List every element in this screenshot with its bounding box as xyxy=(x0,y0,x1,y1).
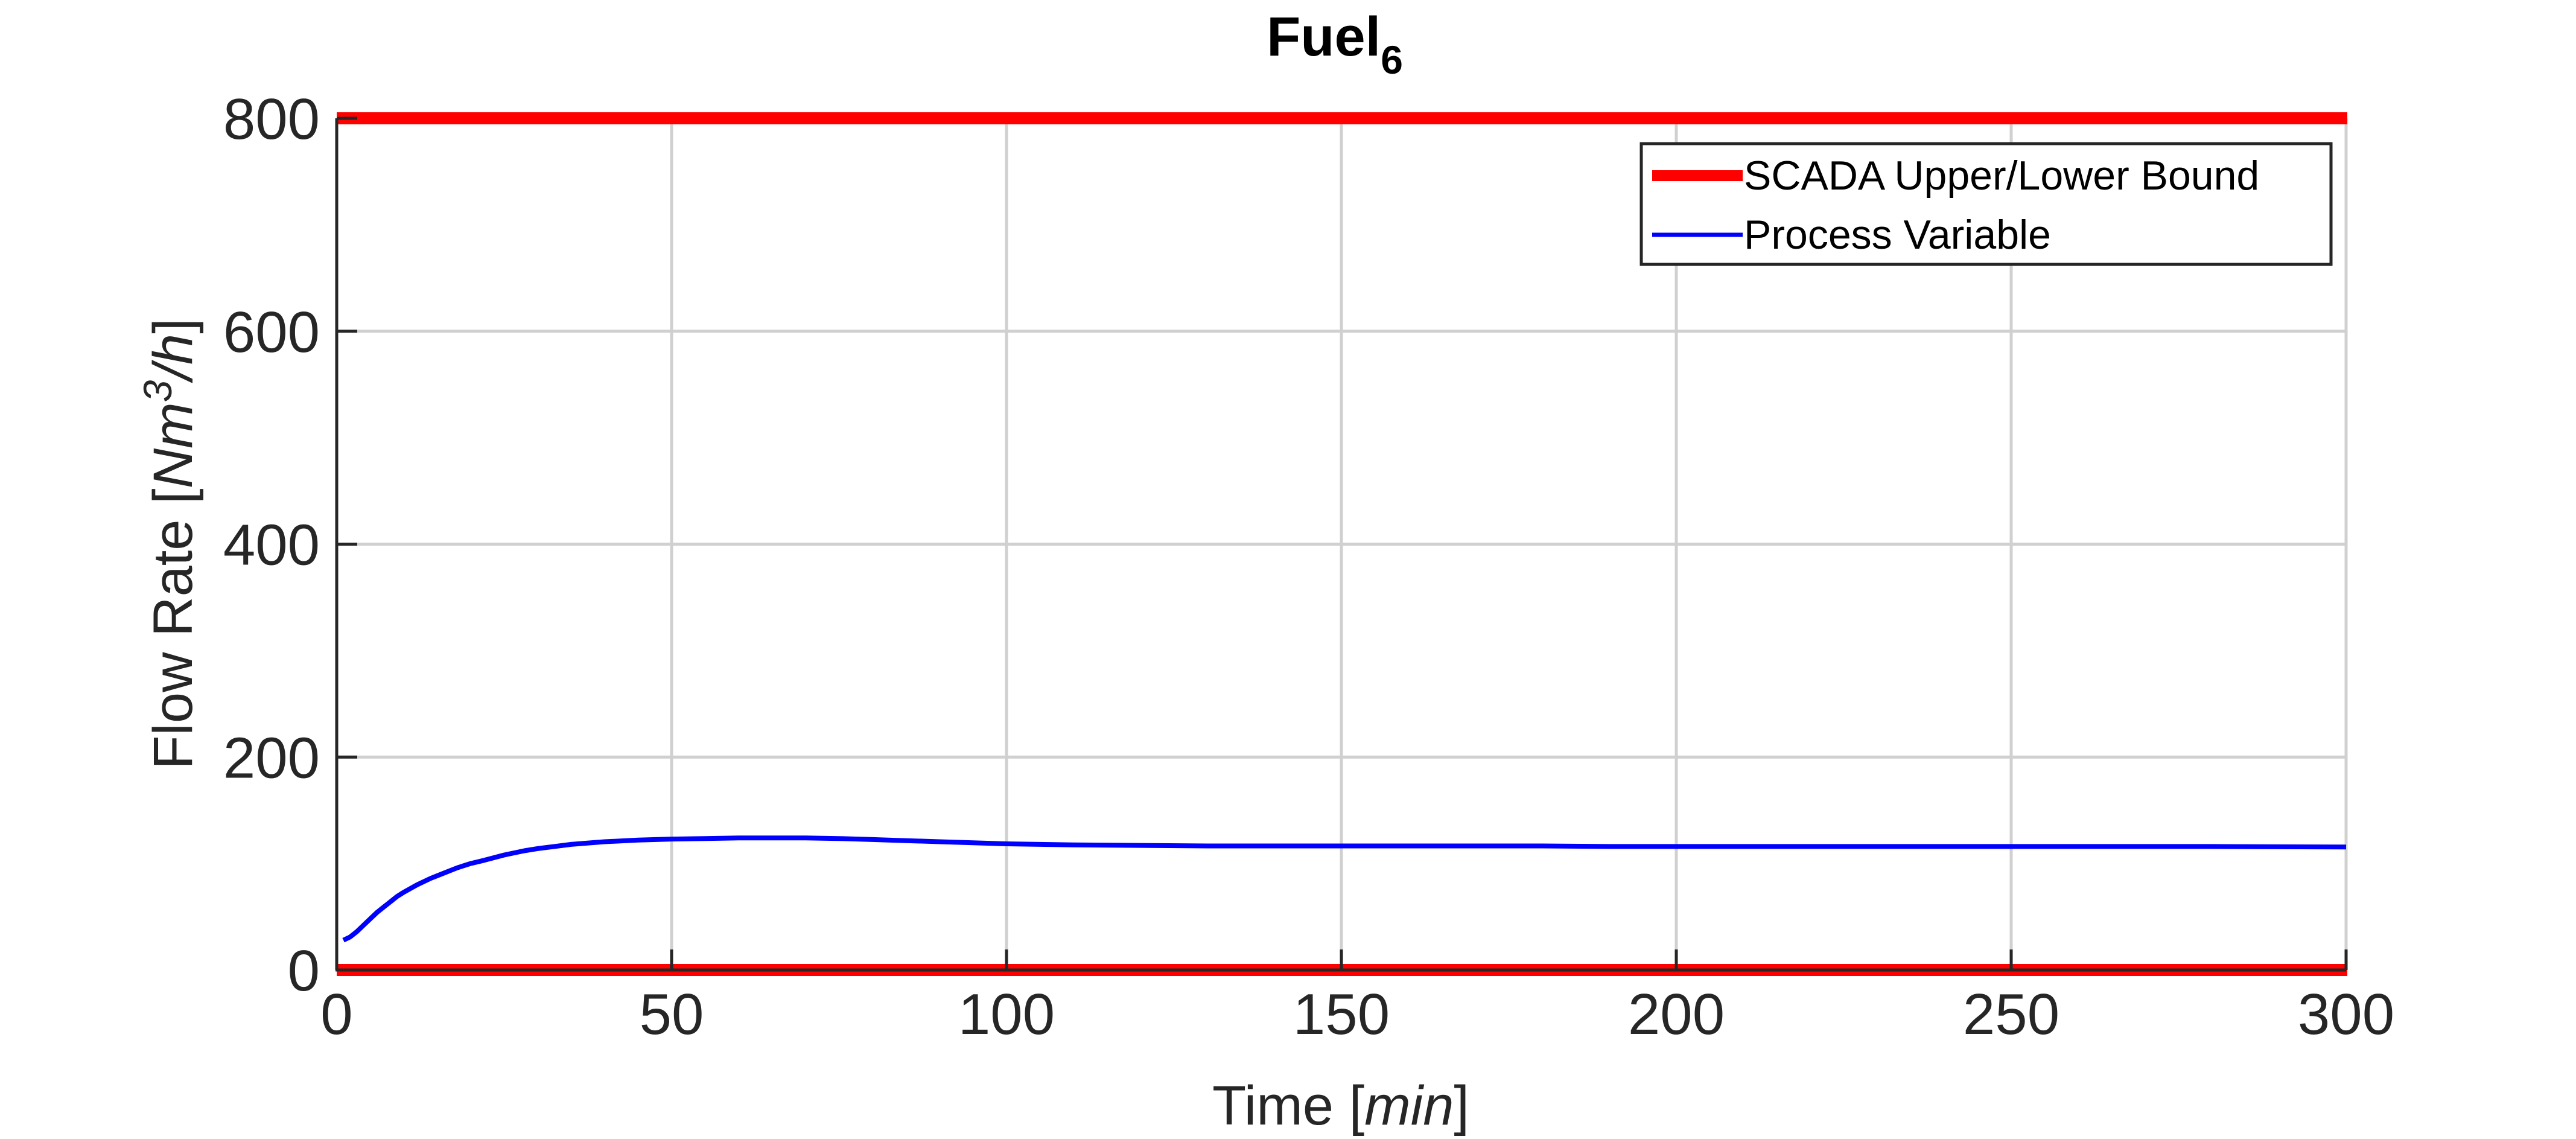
legend-label-bounds: SCADA Upper/Lower Bound xyxy=(1744,153,2259,199)
legend-box xyxy=(1639,142,2333,266)
x-axis-label-unit: min xyxy=(1364,1075,1454,1137)
x-axis-label: Time [min] xyxy=(1212,1075,1469,1137)
x-tick-label: 250 xyxy=(1963,982,2059,1047)
series-line-process-variable xyxy=(342,835,2347,943)
chart-title-main: Fuel xyxy=(1267,6,1381,68)
y-axis-label-prefix: Flow Rate [ xyxy=(142,488,204,769)
y-axis-label-unit-tail: /h xyxy=(142,334,204,384)
x-tick-label: 100 xyxy=(958,982,1055,1047)
x-tick-label: 50 xyxy=(640,982,704,1047)
tick-labels: 0 50 100 150 200 250 300 0 200 400 600 800 xyxy=(223,87,2394,1047)
x-tick-label: 200 xyxy=(1628,982,1725,1047)
x-tick-label: 0 xyxy=(320,982,352,1047)
y-axis-label-suffix: ] xyxy=(142,318,204,334)
x-tick-label: 300 xyxy=(2298,982,2394,1047)
chart-title-subscript: 6 xyxy=(1381,37,1403,82)
y-tick-label: 0 xyxy=(288,939,320,1003)
chart-title: Fuel6 xyxy=(1267,6,1403,82)
legend: SCADA Upper/Lower Bound Process Variable xyxy=(1639,142,2333,266)
data-series xyxy=(342,835,2347,943)
legend-label-process-variable: Process Variable xyxy=(1744,212,2051,258)
y-tick-label: 200 xyxy=(223,726,320,790)
x-axis-label-suffix: ] xyxy=(1454,1075,1469,1137)
x-tick-label: 150 xyxy=(1293,982,1390,1047)
x-axis-label-prefix: Time [ xyxy=(1212,1075,1364,1137)
y-tick-label: 400 xyxy=(223,513,320,578)
y-tick-label: 600 xyxy=(223,300,320,365)
tick-marks xyxy=(335,116,2348,972)
y-axis-label-unit-superscript: 3 xyxy=(135,380,180,402)
y-axis-label-unit: Nm xyxy=(142,402,204,488)
y-axis-label: Flow Rate [Nm3/h] xyxy=(135,318,204,769)
y-tick-label: 800 xyxy=(223,87,320,152)
